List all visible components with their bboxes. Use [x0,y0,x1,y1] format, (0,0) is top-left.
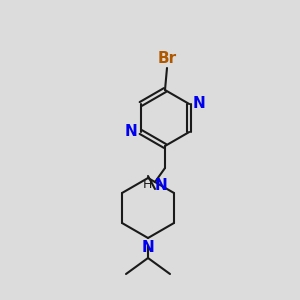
Text: H: H [142,178,152,191]
Text: N: N [142,240,154,255]
Text: Br: Br [158,51,177,66]
Text: N: N [192,97,205,112]
Text: N: N [155,178,168,193]
Text: N: N [125,124,138,140]
